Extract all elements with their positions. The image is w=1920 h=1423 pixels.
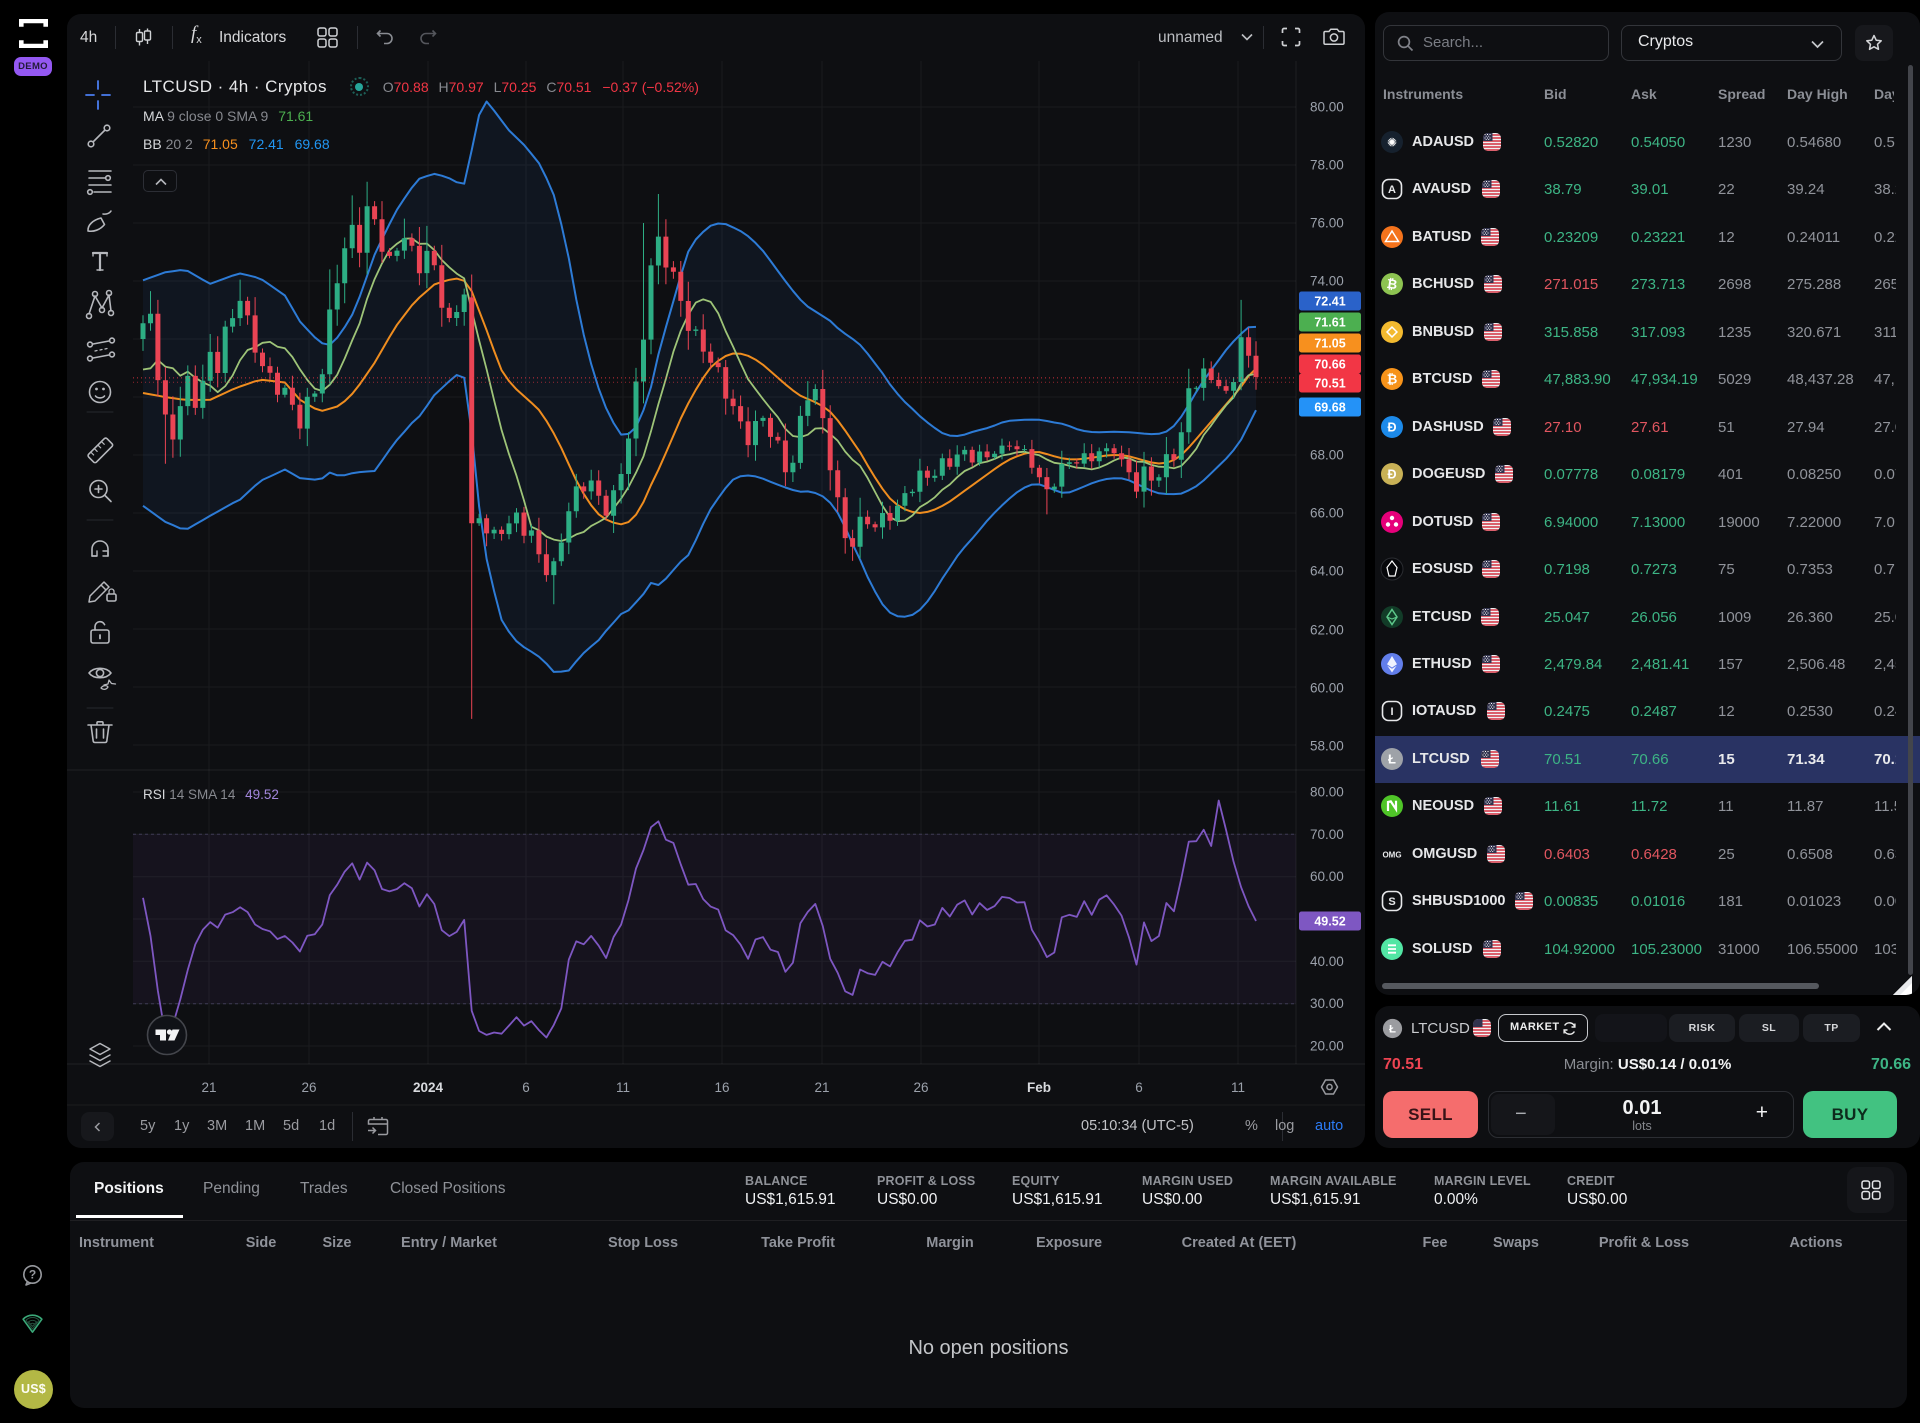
svg-text:76.00: 76.00 [1310, 216, 1344, 231]
svg-text:71.61: 71.61 [1314, 316, 1345, 330]
svg-text:26: 26 [301, 1080, 316, 1095]
svg-text:Ł: Ł [1389, 1023, 1396, 1035]
svg-text:Đ: Đ [1387, 420, 1396, 434]
svg-text:Đ: Đ [1387, 468, 1396, 482]
svg-text:78.00: 78.00 [1310, 158, 1344, 173]
svg-text:80.00: 80.00 [1310, 100, 1344, 115]
svg-text:62.00: 62.00 [1310, 623, 1344, 638]
svg-text:60.00: 60.00 [1310, 869, 1344, 884]
svg-text:26: 26 [913, 1080, 928, 1095]
svg-text:60.00: 60.00 [1310, 681, 1344, 696]
svg-text:21: 21 [201, 1080, 216, 1095]
svg-text:OMG: OMG [1382, 850, 1401, 859]
svg-text:66.00: 66.00 [1310, 506, 1344, 521]
svg-text:₿: ₿ [1387, 372, 1398, 387]
svg-text:11: 11 [616, 1080, 630, 1095]
svg-text:71.05: 71.05 [1314, 337, 1345, 351]
svg-text:✺: ✺ [1387, 136, 1397, 150]
svg-text:6: 6 [522, 1080, 530, 1095]
svg-text:2024: 2024 [413, 1080, 444, 1095]
svg-text:74.00: 74.00 [1310, 274, 1344, 289]
svg-text:58.00: 58.00 [1310, 739, 1344, 754]
svg-text:20.00: 20.00 [1310, 1039, 1344, 1054]
svg-text:70.66: 70.66 [1314, 358, 1345, 372]
svg-text:30.00: 30.00 [1310, 996, 1344, 1011]
svg-text:I: I [1390, 706, 1393, 718]
svg-text:S: S [1388, 896, 1395, 908]
svg-text:70.51: 70.51 [1314, 377, 1345, 391]
svg-text:69.68: 69.68 [1314, 401, 1345, 415]
svg-text:Feb: Feb [1027, 1080, 1051, 1095]
svg-text:?: ? [29, 1268, 36, 1282]
svg-text:68.00: 68.00 [1310, 448, 1344, 463]
svg-text:₿: ₿ [1386, 276, 1399, 292]
svg-text:49.52: 49.52 [1314, 915, 1345, 929]
svg-text:70.00: 70.00 [1310, 827, 1344, 842]
svg-text:80.00: 80.00 [1310, 785, 1344, 800]
svg-text:A: A [1388, 184, 1396, 196]
svg-text:64.00: 64.00 [1310, 564, 1344, 579]
svg-text:16: 16 [714, 1080, 729, 1095]
svg-text:6: 6 [1135, 1080, 1143, 1095]
svg-text:21: 21 [814, 1080, 829, 1095]
svg-text:72.41: 72.41 [1314, 295, 1345, 309]
svg-text:11: 11 [1231, 1080, 1245, 1095]
svg-text:Ł: Ł [1388, 751, 1396, 766]
svg-text:40.00: 40.00 [1310, 954, 1344, 969]
